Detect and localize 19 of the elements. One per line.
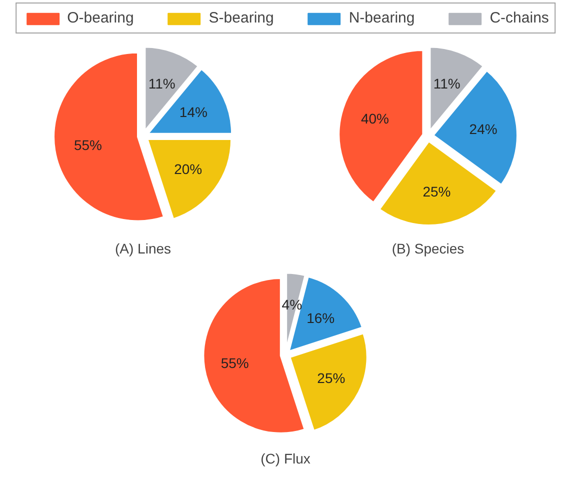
data-label: 20% bbox=[174, 160, 202, 177]
data-label: 55% bbox=[220, 354, 249, 371]
legend-label: C-chains bbox=[490, 10, 549, 26]
data-label: 11% bbox=[433, 75, 460, 92]
data-label: 25% bbox=[317, 370, 346, 386]
data-label: 55% bbox=[74, 136, 102, 153]
legend-label: S-bearing bbox=[208, 10, 274, 26]
data-label: 24% bbox=[469, 120, 498, 137]
text: (C) Flux bbox=[260, 450, 310, 466]
data-label: 40% bbox=[360, 110, 390, 127]
legend-label: N-bearing bbox=[348, 10, 415, 26]
data-label: 14% bbox=[179, 104, 208, 120]
data-label: 4% bbox=[282, 296, 302, 313]
legend-label: O-bearing bbox=[67, 10, 134, 26]
text: (B) Species bbox=[392, 240, 464, 256]
data-label: 16% bbox=[306, 310, 335, 326]
text: (A) Lines bbox=[114, 240, 172, 256]
data-label: 11% bbox=[148, 75, 176, 92]
data-label: 25% bbox=[422, 183, 451, 200]
